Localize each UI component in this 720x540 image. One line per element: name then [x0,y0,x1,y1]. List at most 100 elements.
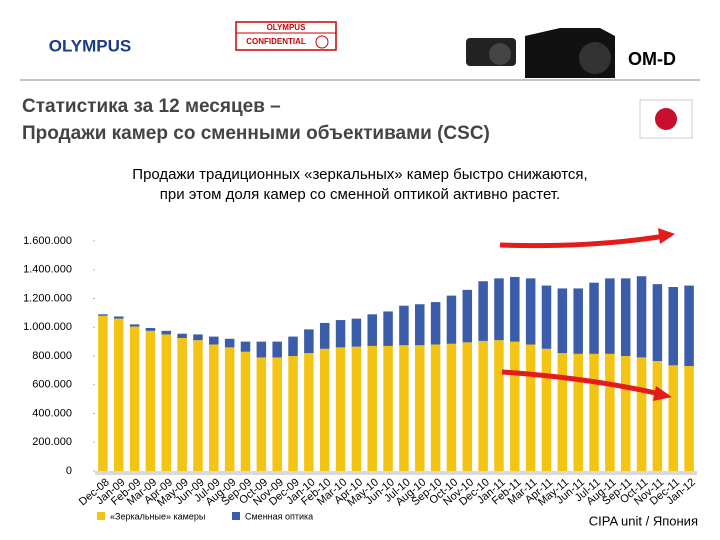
bar-segment [256,341,267,358]
bar-segment [161,330,172,335]
bar-segment [510,276,520,342]
title: Статистика за 12 месяцев – [22,96,281,117]
arrow-head [658,228,675,244]
bar-segment [589,353,599,471]
bar-segment [430,302,441,345]
flag [639,99,693,139]
stamp-bottom: CONFIDENTIAL [246,37,306,46]
legend-label: Сменная оптика [245,511,313,521]
source: CIPA unit / Япония [589,513,698,528]
bar-segment [573,353,583,471]
lens [489,43,511,65]
bar-segment [494,278,504,341]
bar-segment [652,361,663,471]
bar-segment [240,341,251,352]
arrow [501,369,661,397]
bar-segment [620,278,631,356]
cameras [466,28,615,78]
stamp-top: OLYMPUS [267,23,306,32]
bar-segment [494,340,504,471]
title: Продажи камер со сменными объективами (C… [22,123,490,144]
bar-segment [351,318,362,347]
bar-segment [525,278,536,345]
flag-sun [655,108,677,130]
bar-segment [557,353,568,471]
bar-segment [288,336,298,356]
bar-segment [478,340,488,471]
arrows [499,228,675,401]
bar-segment [114,316,124,319]
bar-segment [114,318,124,471]
bar-segment [478,281,488,341]
bar-segment [684,285,694,367]
bar-segment [129,324,140,327]
stamp [235,21,337,51]
arrow [499,233,666,249]
bar-segment [177,333,187,339]
bar-segment [367,314,377,346]
bar-segment [510,341,520,471]
bar-segment [209,344,219,471]
bar-segment [620,356,631,471]
bar-segment [240,351,251,471]
bar-segment [193,340,203,471]
bar-segment [145,330,156,471]
bar-segment [462,289,473,343]
bar-segment [335,320,346,348]
bar-segment [272,357,282,471]
bar-segment [98,315,108,471]
y-tick-label: 1.600.000 [23,235,72,247]
logo: OLYMPUS [49,36,132,55]
bar-segment [224,338,235,348]
bar-segment [415,304,425,346]
plot: 0 200.000 400.000 600.000 800.000 1.000.000 1.… [23,235,698,521]
bar-segment [256,357,267,471]
y-tick-label: 1.200.000 [23,292,72,304]
y-tick-label: 1.000.000 [23,321,72,333]
brand: OM-D [628,49,676,69]
bar-segment [129,326,140,471]
bar-segment [636,357,647,471]
bar-segment [383,345,393,471]
bar-segment [541,348,552,471]
arrow-head [653,386,672,401]
bar-segment [541,285,552,349]
bar-segment [177,338,187,471]
bar-segment [589,282,599,354]
bar-segment [335,347,346,471]
bar-segment [209,336,219,345]
bar-segment [272,341,282,358]
bar-segment [161,334,172,471]
y-tick-label: 400.000 [32,407,72,419]
bar-segment [415,345,425,471]
bar-segment [224,347,235,471]
bar-segment [193,334,203,341]
bar-segment [652,284,663,362]
y-tick-label: 800.000 [32,350,72,362]
bar-segment [351,346,362,471]
bar-segment [446,295,457,344]
subtitle: Продажи традиционных «зеркальных» камер … [132,166,587,183]
bar-segment [288,356,298,471]
bar-segment [668,287,678,366]
bar-segment [98,314,108,316]
bar-segment [319,322,330,349]
bar-segment [367,345,377,471]
y-tick-label: 1.400.000 [23,264,72,276]
bar-segment [304,329,314,354]
bar-segment [684,366,694,471]
bar-segment [525,344,536,471]
bar-segment [383,311,393,346]
y-tick-label: 600.000 [32,379,72,391]
bar-segment [462,342,473,471]
bar-segment [605,353,615,471]
subtitle: при этом доля камер со сменной оптикой а… [160,186,560,203]
bar-segment [573,288,583,354]
bar-segment [399,305,409,346]
y-tick-label: 200.000 [32,436,72,448]
bar-segment [430,344,441,471]
y-tick-label: 0 [66,465,72,477]
bar-segment [605,278,615,354]
legend-label: «Зеркальные» камеры [110,511,205,521]
